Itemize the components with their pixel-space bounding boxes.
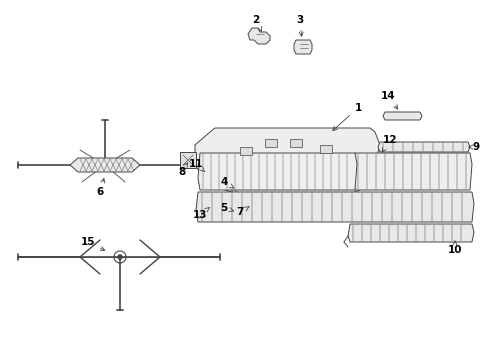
Polygon shape: [180, 152, 196, 168]
Polygon shape: [233, 203, 259, 221]
Text: 12: 12: [381, 135, 396, 152]
Text: 6: 6: [96, 179, 104, 197]
Text: 4: 4: [220, 177, 233, 188]
Polygon shape: [382, 112, 421, 120]
Polygon shape: [196, 192, 473, 222]
Text: 5: 5: [220, 203, 233, 213]
Polygon shape: [250, 198, 266, 208]
Polygon shape: [70, 158, 140, 172]
Text: 15: 15: [81, 237, 104, 250]
Polygon shape: [247, 28, 269, 44]
Polygon shape: [231, 182, 249, 202]
Polygon shape: [245, 194, 272, 212]
Polygon shape: [293, 40, 311, 54]
Polygon shape: [377, 142, 469, 152]
Polygon shape: [238, 208, 251, 216]
Polygon shape: [198, 153, 356, 190]
Text: 1: 1: [332, 103, 361, 131]
Text: 14: 14: [380, 91, 397, 109]
Text: 2: 2: [252, 15, 261, 31]
Text: 10: 10: [447, 241, 461, 255]
Bar: [240, 147, 251, 155]
Text: 13: 13: [192, 207, 209, 220]
Text: 3: 3: [296, 15, 303, 36]
Bar: [289, 139, 302, 147]
Text: 9: 9: [468, 142, 479, 152]
Polygon shape: [195, 128, 379, 202]
Polygon shape: [352, 153, 471, 190]
Text: 7: 7: [236, 207, 248, 217]
Bar: [264, 139, 276, 147]
Text: 11: 11: [188, 159, 204, 172]
Circle shape: [117, 255, 122, 260]
Bar: [319, 145, 331, 153]
Polygon shape: [347, 224, 473, 242]
Text: 8: 8: [178, 163, 187, 177]
